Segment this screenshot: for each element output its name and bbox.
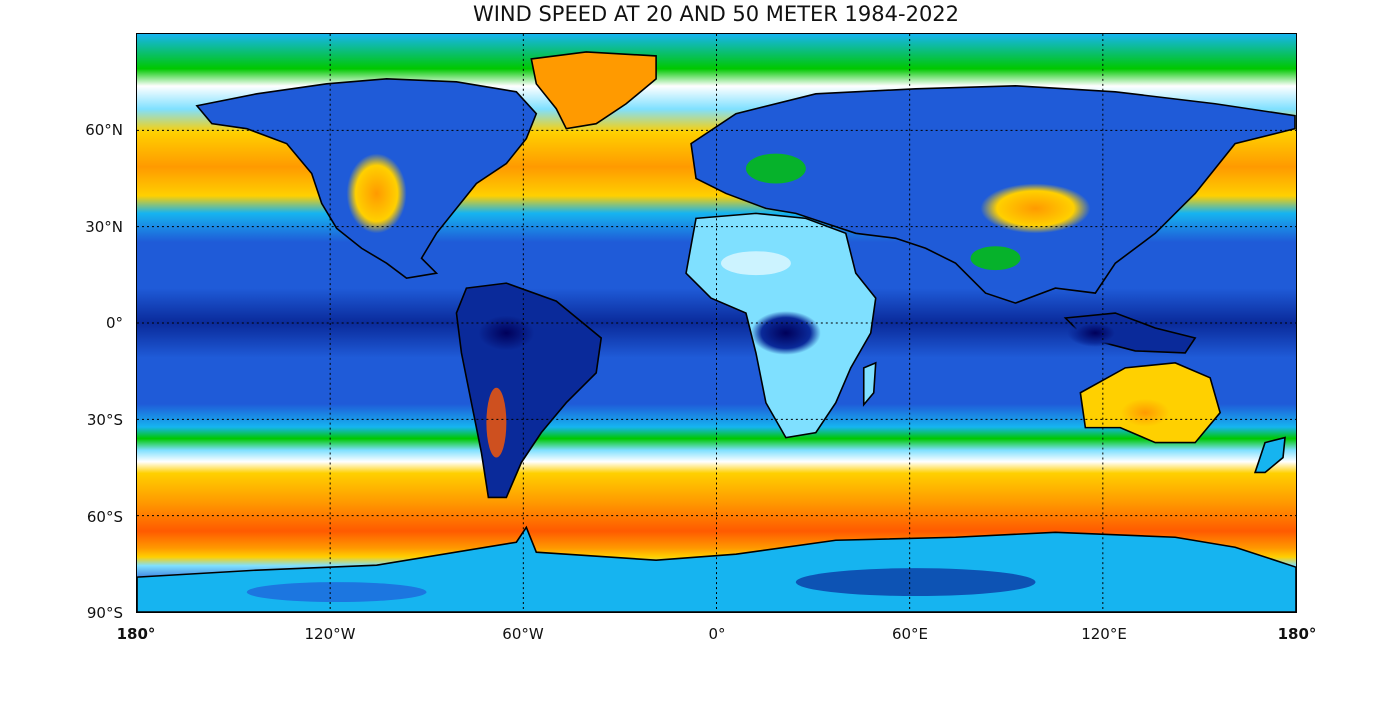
lon-tick-0: 0° (708, 625, 726, 643)
lat-tick-30s: 30°S (86, 411, 123, 429)
lat-tick-30n: 30°N (85, 218, 123, 236)
lon-tick-120e: 120°E (1081, 625, 1127, 643)
land-wind-detail (246, 153, 1181, 603)
lat-tick-0: 0° (105, 314, 123, 332)
map-title: WIND SPEED AT 20 AND 50 METER 1984-2022 (472, 2, 960, 26)
lon-tick-180-west: 180° (116, 625, 156, 643)
map-canvas (137, 34, 1296, 612)
lat-tick-90s: 90°S (86, 604, 123, 622)
lat-tick-60s: 60°S (86, 508, 123, 526)
graticule (137, 34, 1296, 612)
wind-speed-map (136, 33, 1297, 613)
lat-tick-60n: 60°N (85, 121, 123, 139)
lon-tick-120w: 120°W (304, 625, 356, 643)
lon-tick-60e: 60°E (891, 625, 929, 643)
lon-tick-180-east: 180° (1277, 625, 1317, 643)
greenland (530, 51, 657, 130)
new-zealand (1253, 436, 1286, 474)
madagascar (862, 361, 877, 407)
lon-tick-60w: 60°W (502, 625, 544, 643)
